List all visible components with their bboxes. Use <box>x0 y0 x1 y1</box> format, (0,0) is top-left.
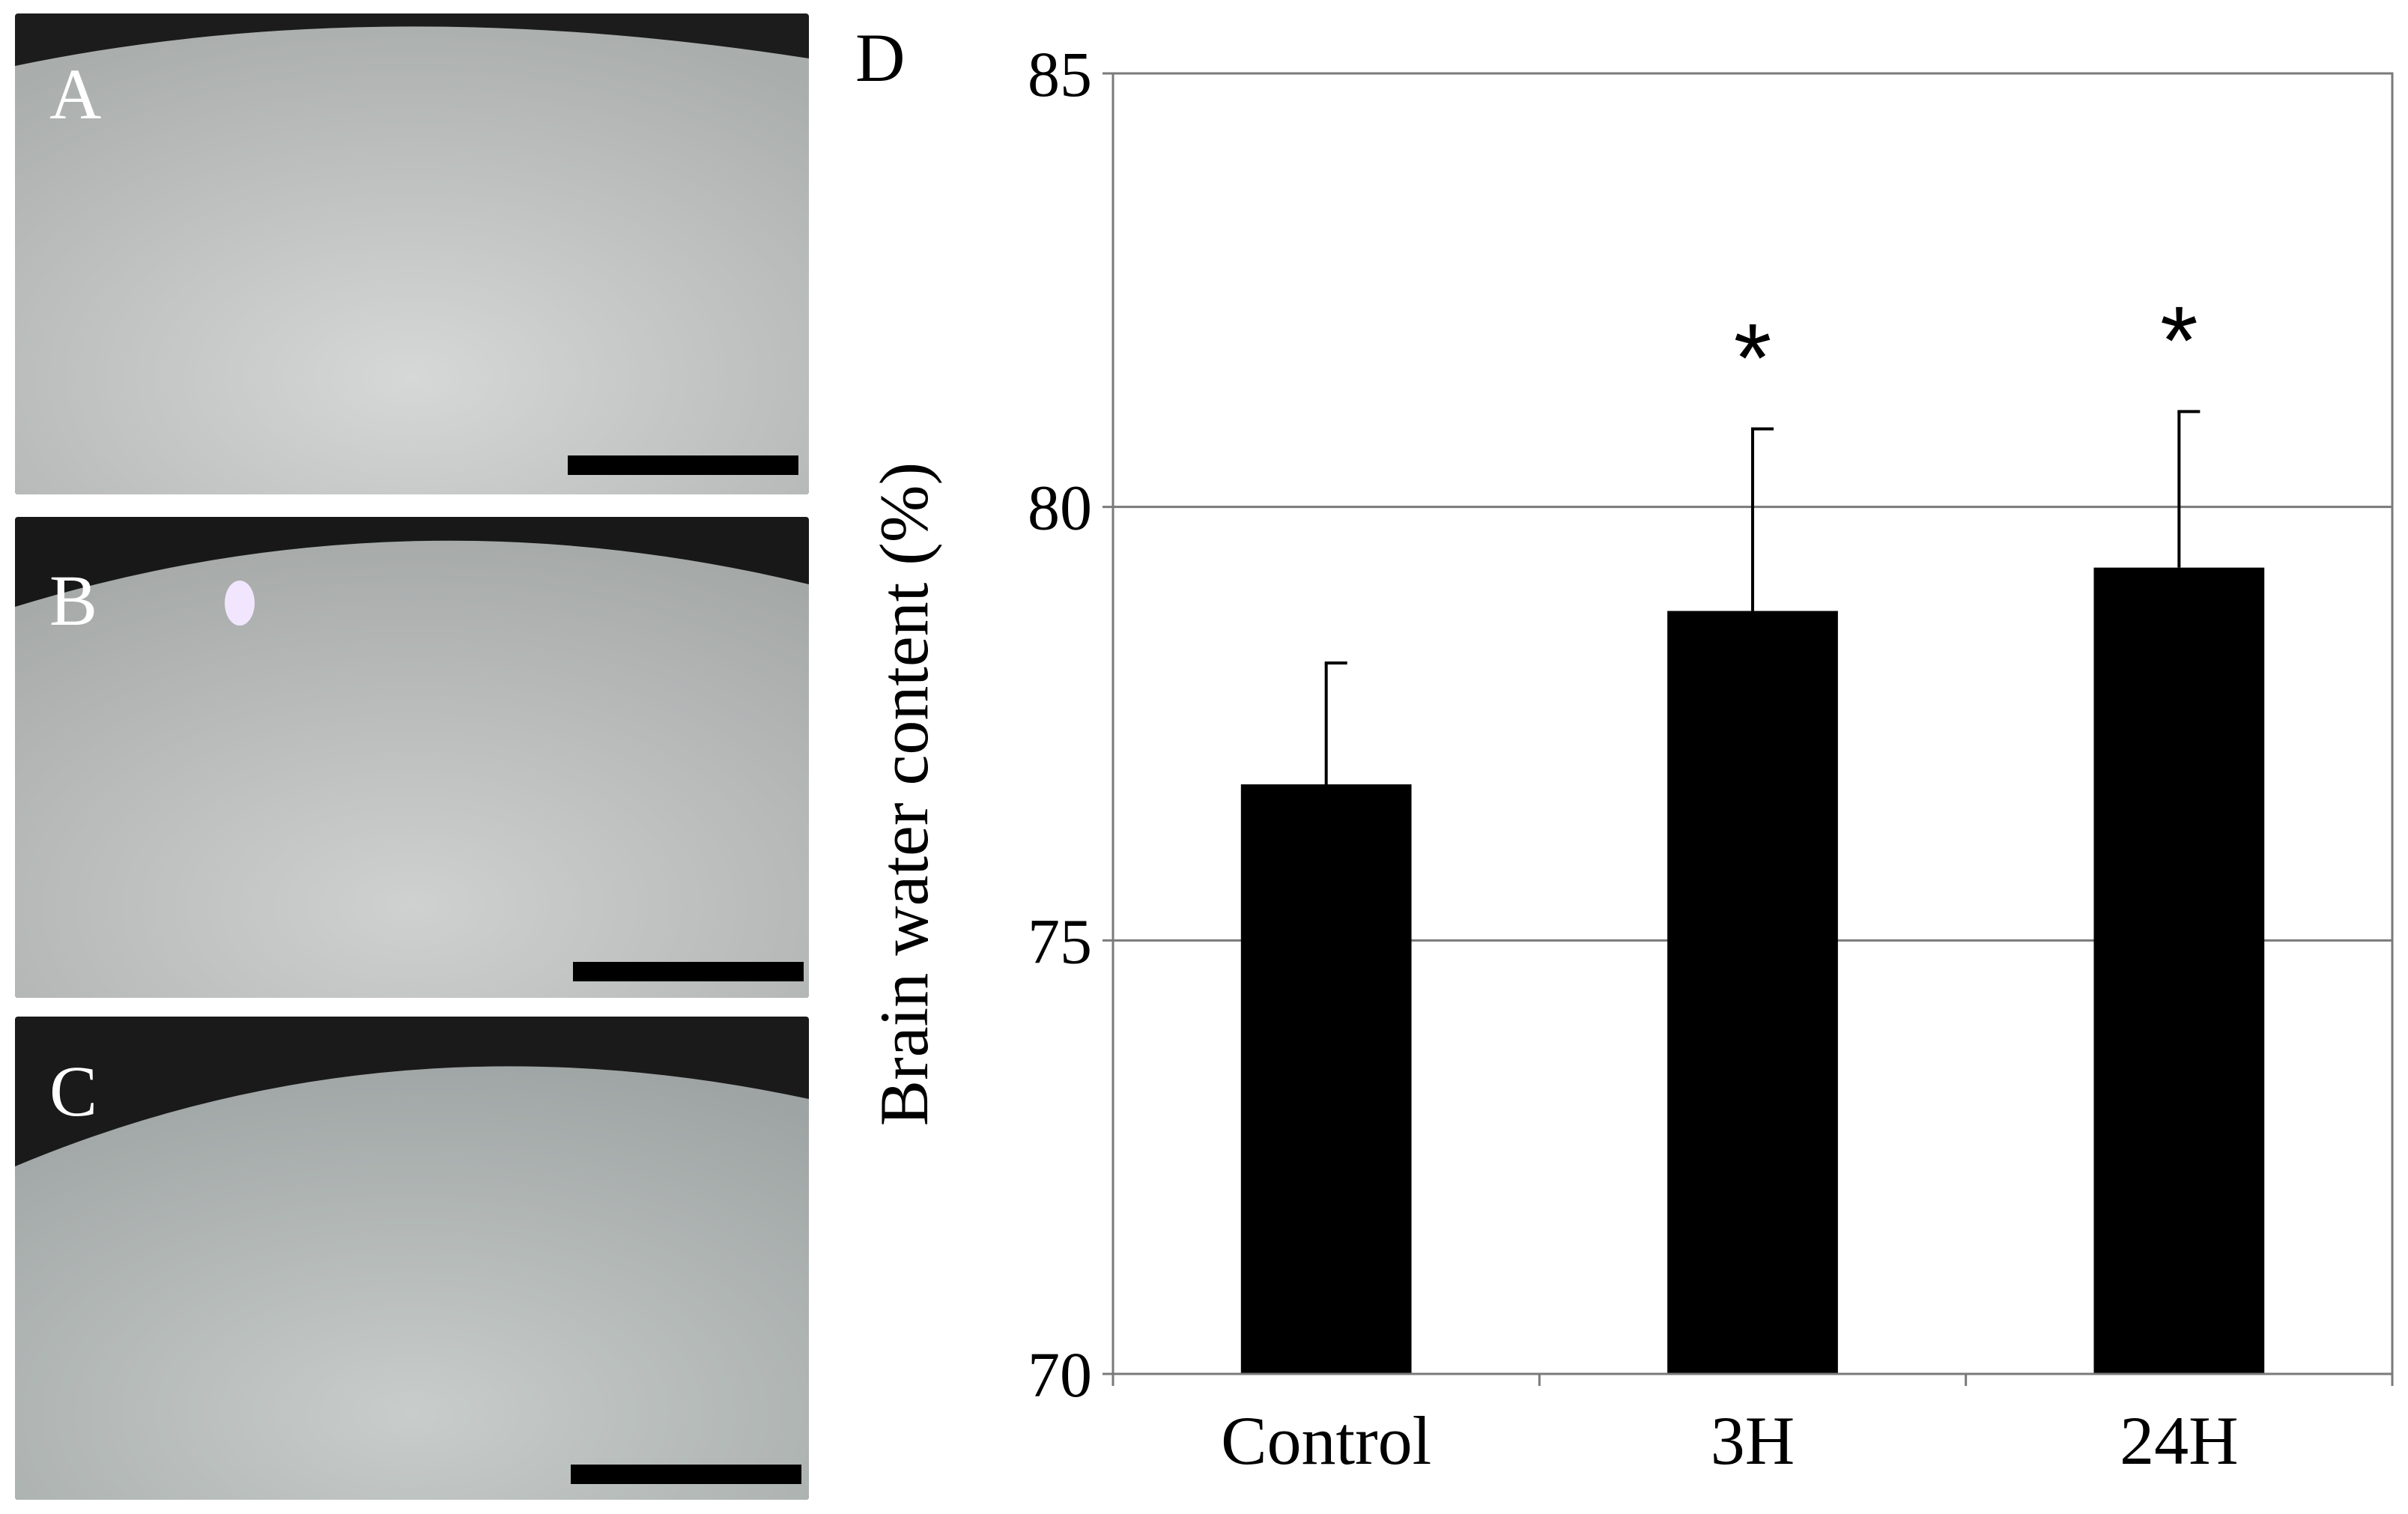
significance-marker: * <box>1734 303 1772 413</box>
micrograph-b-image <box>15 517 809 998</box>
y-axis-label: Brain water content (%) <box>866 462 942 1126</box>
scale-bar-b <box>573 962 804 981</box>
bar-24h <box>2093 567 2265 1375</box>
scale-bar-c <box>571 1465 801 1484</box>
micrograph-c-image <box>15 1017 809 1500</box>
glare-spot <box>225 581 255 626</box>
bars <box>1240 410 2265 1375</box>
micrograph-panel-c: C <box>15 1017 809 1500</box>
panel-label-d: D <box>855 19 905 96</box>
micrograph-a-image <box>15 13 809 494</box>
bar-chart-panel-d: D Brain water content (%) 70 75 80 85 Contro… <box>824 0 2408 1514</box>
tick-labels: 70 75 80 85 Control * 3H * 24H <box>1028 38 2239 1479</box>
y-tick-label: 85 <box>1028 38 1092 110</box>
axes <box>1103 72 2394 1386</box>
panel-label-a: A <box>49 54 102 134</box>
y-tick-label: 75 <box>1028 905 1092 977</box>
micrograph-panel-b: B <box>15 517 809 998</box>
bar-control <box>1240 784 1412 1374</box>
x-tick-label: 3H <box>1711 1402 1795 1479</box>
bar-chart: D Brain water content (%) 70 75 80 85 Contro… <box>855 19 2394 1479</box>
panel-label-c: C <box>49 1051 98 1131</box>
y-tick-label: 70 <box>1028 1339 1092 1411</box>
bar-3h <box>1667 611 1838 1374</box>
micrograph-panel-a: A <box>15 13 809 494</box>
significance-marker: * <box>2160 285 2198 395</box>
y-tick-label: 80 <box>1028 472 1092 544</box>
x-tick-label: 24H <box>2120 1402 2238 1479</box>
scale-bar-a <box>568 455 798 475</box>
x-tick-label: Control <box>1221 1402 1431 1479</box>
panel-label-b: B <box>49 560 98 641</box>
